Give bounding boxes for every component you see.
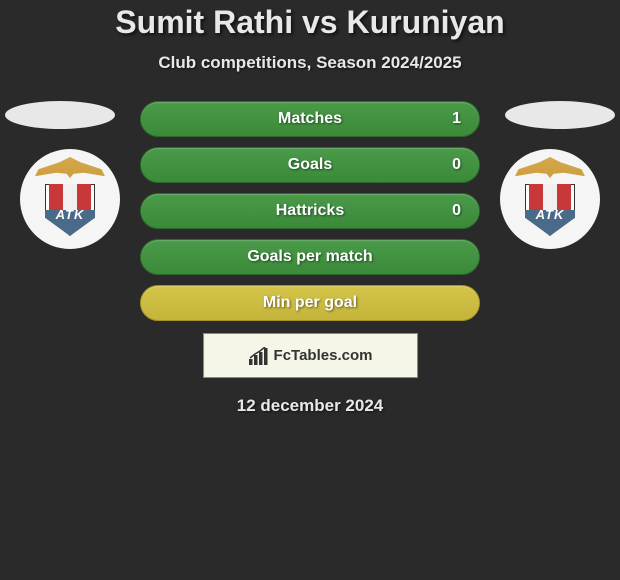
page-title: Sumit Rathi vs Kuruniyan [0, 4, 620, 41]
stat-row-matches: Matches 1 [140, 101, 480, 137]
stat-value: 1 [452, 110, 461, 128]
club-badge-left: ATK [20, 149, 120, 249]
shield-icon: ATK [525, 184, 575, 236]
shield-icon: ATK [45, 184, 95, 236]
chart-icon [248, 347, 268, 365]
subtitle: Club competitions, Season 2024/2025 [0, 53, 620, 73]
stat-row-hattricks: Hattricks 0 [140, 193, 480, 229]
badge-text: ATK [56, 207, 85, 222]
stat-value: 0 [452, 156, 461, 174]
footer-brand-box: FcTables.com [203, 333, 418, 378]
stat-row-goals-per-match: Goals per match [140, 239, 480, 275]
stat-label: Goals per match [247, 248, 372, 266]
stat-label: Goals [288, 156, 332, 174]
stat-value: 0 [452, 202, 461, 220]
stats-list: Matches 1 Goals 0 Hattricks 0 Goals per … [140, 101, 480, 321]
stat-row-min-per-goal: Min per goal [140, 285, 480, 321]
stat-row-goals: Goals 0 [140, 147, 480, 183]
stat-label: Hattricks [276, 202, 344, 220]
stat-label: Min per goal [263, 294, 357, 312]
player-right-placeholder [505, 101, 615, 129]
club-badge-right: ATK [500, 149, 600, 249]
badge-text: ATK [536, 207, 565, 222]
player-left-placeholder [5, 101, 115, 129]
date-label: 12 december 2024 [0, 396, 620, 416]
main-area: ATK ATK Matches 1 [0, 101, 620, 416]
stat-label: Matches [278, 110, 342, 128]
footer-brand-text: FcTables.com [274, 347, 373, 364]
